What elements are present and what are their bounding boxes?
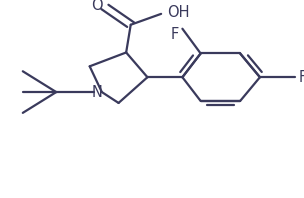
Text: F: F [298, 70, 304, 85]
Text: F: F [171, 27, 179, 42]
Text: N: N [92, 85, 103, 100]
Text: OH: OH [168, 5, 190, 20]
Text: O: O [92, 0, 103, 13]
